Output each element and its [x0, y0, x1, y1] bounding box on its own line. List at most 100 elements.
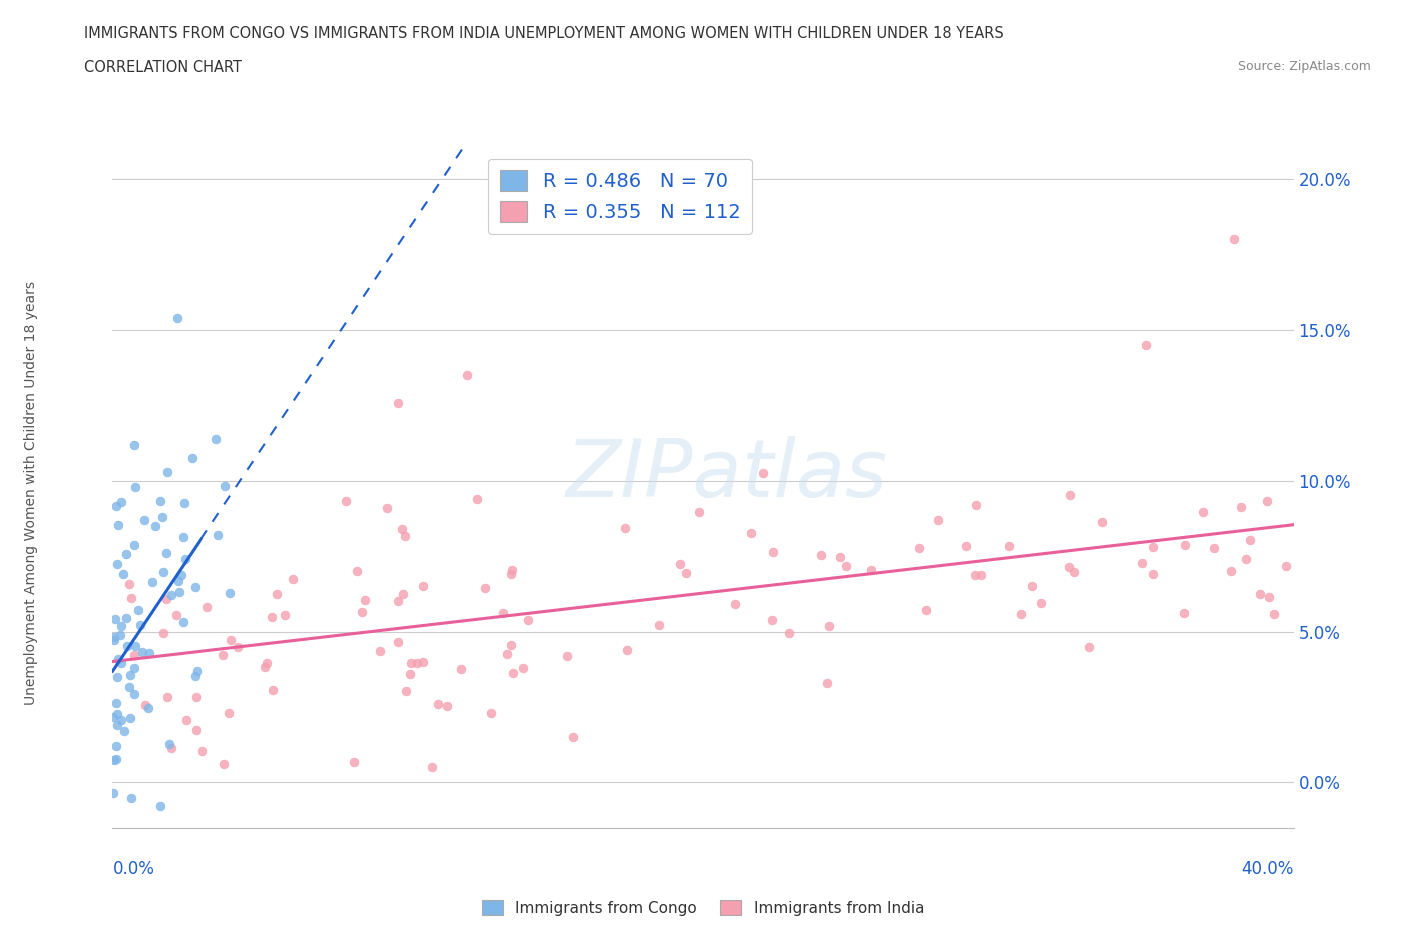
Point — [387, 635, 409, 650]
Point — [172, 615, 194, 630]
Point — [669, 557, 692, 572]
Point — [174, 712, 197, 727]
Point — [105, 707, 128, 722]
Point — [117, 679, 139, 694]
Point — [253, 659, 276, 674]
Point — [122, 686, 145, 701]
Point — [110, 835, 132, 850]
Point — [104, 738, 127, 753]
Point — [401, 656, 423, 671]
Point — [1135, 338, 1157, 352]
Point — [834, 559, 856, 574]
Point — [186, 663, 208, 678]
Point — [262, 609, 284, 624]
Point — [740, 525, 762, 540]
Point — [166, 574, 188, 589]
Point — [502, 665, 524, 680]
Point — [136, 700, 159, 715]
Point — [172, 529, 194, 544]
Point — [103, 710, 125, 724]
Point — [218, 586, 240, 601]
Point — [115, 546, 138, 561]
Point — [219, 632, 242, 647]
Point — [1192, 504, 1215, 519]
Point — [368, 644, 391, 658]
Point — [387, 395, 409, 410]
Point — [517, 612, 540, 627]
Point — [1263, 606, 1285, 621]
Point — [998, 538, 1021, 553]
Point — [191, 743, 214, 758]
Point — [1091, 514, 1114, 529]
Point — [1010, 607, 1032, 622]
Text: ZIPatlas: ZIPatlas — [565, 435, 887, 513]
Point — [155, 545, 177, 560]
Point — [394, 529, 416, 544]
Point — [127, 603, 149, 618]
Point — [724, 596, 747, 611]
Point — [352, 604, 374, 619]
Point — [170, 567, 193, 582]
Point — [122, 538, 145, 552]
Point — [149, 494, 172, 509]
Point — [354, 592, 377, 607]
Point — [501, 638, 523, 653]
Point — [343, 754, 366, 769]
Point — [970, 567, 993, 582]
Point — [108, 627, 131, 642]
Point — [963, 567, 986, 582]
Point — [174, 551, 197, 566]
Text: 0.0%: 0.0% — [112, 860, 155, 878]
Point — [955, 539, 977, 554]
Point — [262, 683, 284, 698]
Point — [186, 723, 208, 737]
Point — [1142, 539, 1164, 554]
Point — [118, 577, 141, 591]
Point — [110, 618, 132, 633]
Point — [1229, 499, 1251, 514]
Point — [412, 579, 434, 594]
Text: IMMIGRANTS FROM CONGO VS IMMIGRANTS FROM INDIA UNEMPLOYMENT AMONG WOMEN WITH CHI: IMMIGRANTS FROM CONGO VS IMMIGRANTS FROM… — [84, 26, 1004, 41]
Point — [456, 367, 478, 382]
Point — [1142, 566, 1164, 581]
Point — [212, 647, 235, 662]
Point — [387, 593, 409, 608]
Point — [118, 668, 141, 683]
Point — [105, 670, 128, 684]
Point — [281, 572, 304, 587]
Point — [648, 618, 671, 632]
Point — [675, 566, 697, 581]
Point — [112, 724, 135, 738]
Point — [173, 496, 195, 511]
Point — [512, 660, 534, 675]
Point — [398, 666, 420, 681]
Point — [134, 698, 156, 713]
Point — [778, 626, 800, 641]
Point — [1256, 494, 1278, 509]
Point — [160, 587, 183, 602]
Point — [105, 556, 128, 571]
Point — [1063, 565, 1085, 579]
Point — [908, 540, 931, 555]
Point — [124, 647, 146, 662]
Point — [392, 586, 415, 601]
Point — [465, 491, 488, 506]
Point — [1249, 587, 1271, 602]
Point — [101, 786, 124, 801]
Point — [155, 591, 177, 606]
Point — [815, 675, 838, 690]
Point — [474, 580, 496, 595]
Point — [110, 656, 132, 671]
Point — [616, 643, 638, 658]
Point — [1275, 559, 1298, 574]
Point — [105, 498, 128, 513]
Point — [501, 562, 523, 577]
Point — [195, 600, 218, 615]
Text: CORRELATION CHART: CORRELATION CHART — [84, 60, 242, 75]
Point — [689, 505, 711, 520]
Point — [118, 711, 141, 725]
Point — [1219, 564, 1241, 578]
Text: Source: ZipAtlas.com: Source: ZipAtlas.com — [1237, 60, 1371, 73]
Point — [395, 684, 418, 698]
Point — [157, 737, 180, 752]
